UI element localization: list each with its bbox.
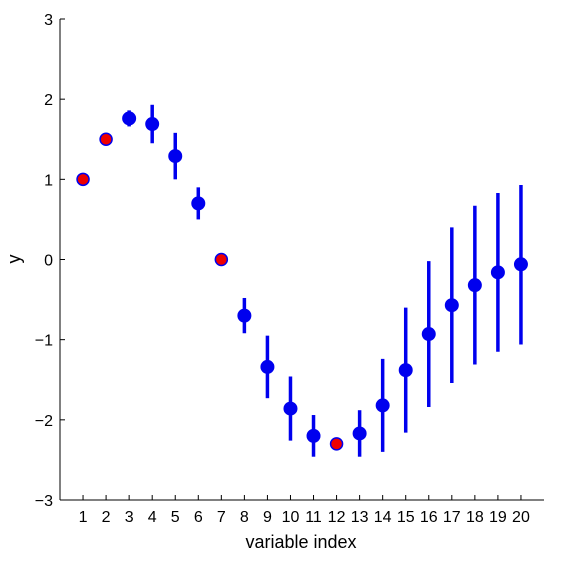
- y-tick-label: −2: [35, 413, 53, 430]
- y-tick-label: −3: [35, 493, 53, 510]
- x-tick-label: 10: [282, 509, 300, 526]
- x-tick-label: 1: [79, 509, 88, 526]
- x-tick-label: 19: [489, 509, 507, 526]
- x-tick-label: 12: [328, 509, 346, 526]
- x-tick-label: 9: [263, 509, 272, 526]
- x-tick-label: 15: [397, 509, 415, 526]
- data-points: [76, 111, 528, 451]
- predicted-point: [421, 327, 436, 342]
- observed-point: [214, 252, 229, 267]
- predicted-point: [191, 196, 206, 211]
- y-tick-label: 0: [44, 253, 53, 270]
- x-tick-label: 6: [194, 509, 203, 526]
- predicted-point: [122, 111, 137, 126]
- x-tick-label: 20: [512, 509, 530, 526]
- predicted-point: [168, 149, 183, 164]
- predicted-point: [444, 298, 459, 313]
- predicted-point: [283, 401, 298, 416]
- x-tick-label: 17: [443, 509, 461, 526]
- x-tick-label: 16: [420, 509, 438, 526]
- x-tick-label: 13: [351, 509, 369, 526]
- predicted-point: [398, 363, 413, 378]
- y-tick-label: 3: [44, 12, 53, 29]
- x-tick-label: 2: [102, 509, 111, 526]
- predicted-point: [467, 278, 482, 293]
- predicted-point: [352, 426, 367, 441]
- error-bars: [127, 104, 523, 457]
- predicted-point: [513, 257, 528, 272]
- predicted-point: [375, 398, 390, 413]
- observed-point: [76, 172, 90, 187]
- x-tick-label: 14: [374, 509, 392, 526]
- x-tick-label: 7: [217, 509, 226, 526]
- x-tick-label: 4: [148, 509, 157, 526]
- y-axis-label: y: [4, 255, 24, 264]
- x-tick-label: 8: [240, 509, 249, 526]
- observed-point: [329, 437, 344, 451]
- x-tick-label: 11: [305, 509, 322, 526]
- observed-point: [99, 132, 113, 146]
- axes: [59, 18, 544, 501]
- y-tick-label: 2: [44, 92, 53, 109]
- y-tick-label: 1: [44, 172, 53, 189]
- x-tick-label: 5: [171, 509, 180, 526]
- predicted-point: [490, 265, 505, 280]
- predicted-point: [145, 117, 160, 132]
- x-tick-label: 18: [466, 509, 484, 526]
- x-axis-label: variable index: [245, 532, 356, 552]
- predicted-point: [260, 359, 275, 374]
- predicted-point: [237, 308, 252, 323]
- x-tick-label: 3: [125, 509, 134, 526]
- predicted-point: [306, 428, 321, 443]
- y-tick-label: −1: [35, 333, 53, 350]
